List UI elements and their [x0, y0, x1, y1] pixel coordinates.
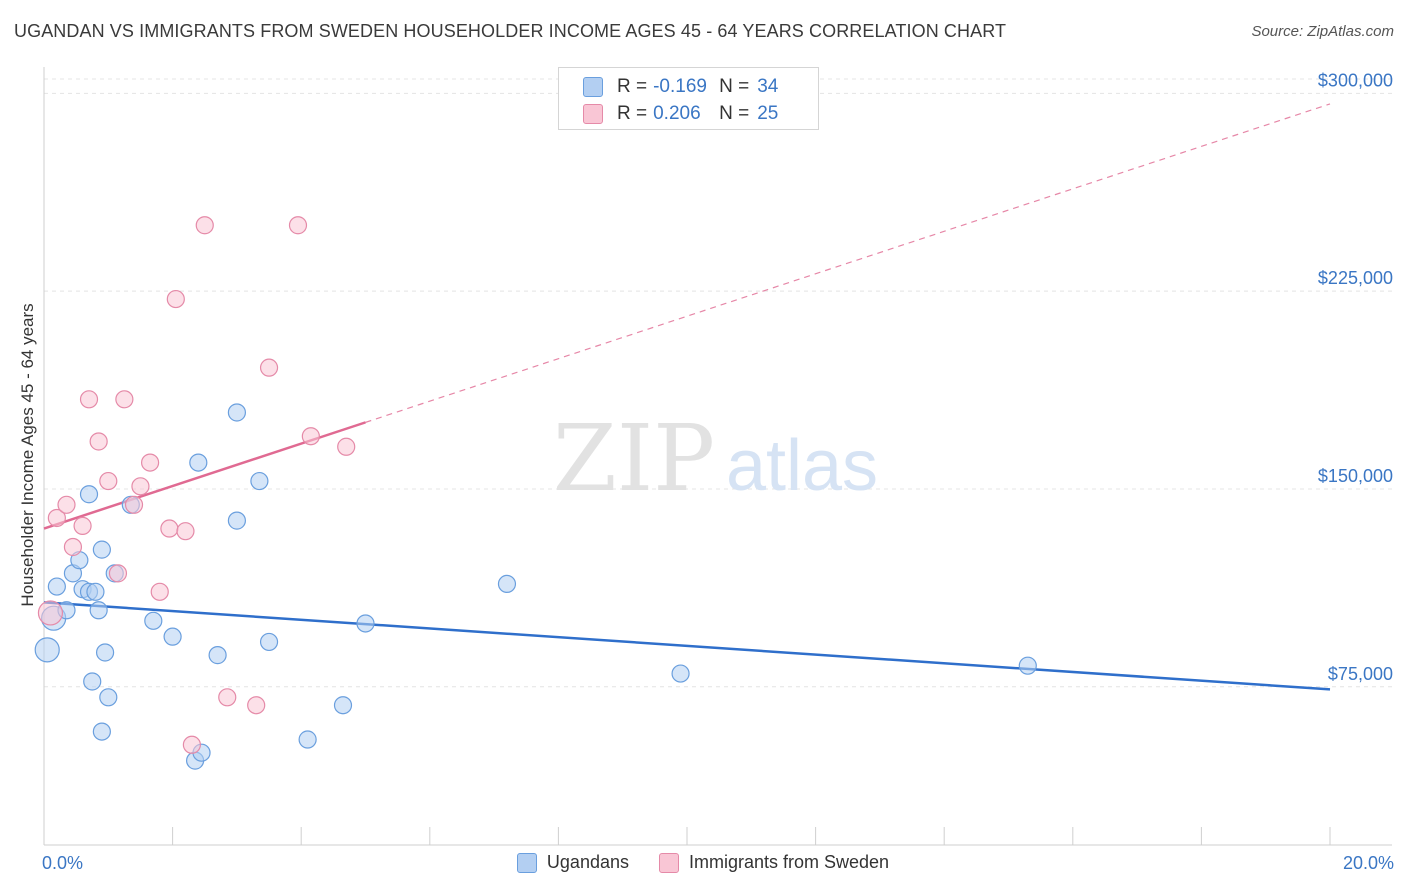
- data-point-sweden: [288, 216, 308, 235]
- data-point-sweden: [115, 390, 134, 409]
- y-tick-label: $300,000: [1318, 70, 1393, 90]
- data-point-sweden: [247, 696, 266, 715]
- legend-n-label: N =: [719, 103, 750, 124]
- data-point-sweden: [73, 516, 92, 535]
- data-point-ugandans: [95, 643, 115, 662]
- axes: [43, 67, 1392, 846]
- data-point-ugandans: [79, 485, 99, 504]
- data-point-ugandans: [259, 632, 279, 652]
- data-point-ugandans: [250, 471, 269, 491]
- data-point-ugandans: [89, 601, 108, 620]
- data-point-ugandans: [356, 614, 375, 633]
- legend-r-label: R =: [617, 103, 648, 124]
- series-label-sweden: Immigrants from Sweden: [689, 852, 890, 872]
- data-point-ugandans: [208, 646, 227, 665]
- legend-r-value: 0.206: [653, 103, 701, 124]
- y-tick-label: $225,000: [1318, 268, 1393, 288]
- data-point-sweden: [160, 519, 179, 538]
- watermark-atlas: atlas: [726, 426, 878, 506]
- data-point-ugandans: [34, 637, 60, 663]
- data-point-ugandans: [83, 672, 102, 691]
- data-point-ugandans: [92, 540, 111, 559]
- y-tick-label: $75,000: [1328, 664, 1393, 684]
- data-point-ugandans: [1018, 656, 1037, 675]
- series-legend-ugandans[interactable]: Ugandans: [516, 852, 629, 873]
- data-point-ugandans: [671, 664, 690, 683]
- data-point-ugandans: [144, 611, 163, 630]
- series-legend-sweden[interactable]: Immigrants from Sweden: [659, 852, 889, 873]
- trend-lines: [43, 103, 1331, 691]
- data-point-sweden: [89, 432, 108, 451]
- watermark-zip: ZIP: [553, 405, 715, 512]
- grid: [44, 78, 1392, 688]
- data-point-sweden: [337, 437, 356, 456]
- legend-n-label: N =: [719, 76, 750, 97]
- data-point-sweden: [108, 564, 128, 583]
- x-tick-label-max: 20.0%: [1342, 853, 1394, 873]
- data-point-sweden: [37, 600, 64, 626]
- data-point-sweden: [176, 522, 195, 541]
- series-legend: Ugandans Immigrants from Sweden: [0, 852, 1406, 873]
- trend-line-ugandans: [43, 601, 1331, 691]
- x-tick-label-min: 0.0%: [42, 853, 84, 873]
- legend-n-value: 34: [757, 76, 779, 97]
- series-label-ugandans: Ugandans: [546, 852, 629, 872]
- data-point-sweden: [47, 508, 66, 528]
- data-point-sweden: [57, 495, 76, 514]
- legend-row-sweden: R = 0.206 N = 25: [583, 102, 778, 126]
- legend-r-value: -0.169: [653, 76, 707, 97]
- data-point-sweden: [79, 390, 99, 409]
- trend-line-extension-sweden: [365, 103, 1331, 423]
- legend-r-label: R =: [617, 76, 648, 97]
- data-point-sweden: [150, 582, 169, 601]
- data-point-sweden: [124, 495, 144, 514]
- data-point-ugandans: [227, 511, 246, 530]
- data-point-sweden: [182, 735, 201, 754]
- data-point-sweden: [131, 477, 150, 496]
- legend-swatch-ugandans: [583, 77, 603, 97]
- data-point-ugandans: [86, 582, 105, 601]
- data-point-ugandans: [163, 627, 182, 646]
- correlation-legend: R = -0.169 N = 34 R = 0.206 N = 25: [558, 67, 819, 130]
- data-point-sweden: [218, 688, 237, 707]
- data-point-ugandans: [333, 696, 353, 715]
- legend-row-ugandans: R = -0.169 N = 34: [583, 75, 778, 99]
- data-point-ugandans: [47, 577, 66, 596]
- chart-title: UGANDAN VS IMMIGRANTS FROM SWEDEN HOUSEH…: [14, 21, 1007, 41]
- data-point-sweden: [99, 471, 118, 491]
- data-point-ugandans: [497, 574, 517, 594]
- watermark: ZIP atlas: [553, 405, 878, 512]
- data-point-sweden: [140, 453, 160, 472]
- source-credit: Source: ZipAtlas.com: [1251, 23, 1394, 40]
- data-point-sweden: [166, 289, 185, 309]
- data-point-sweden: [259, 358, 279, 377]
- series-swatch-ugandans: [516, 852, 537, 873]
- legend-swatch-sweden: [583, 104, 603, 124]
- data-points: [34, 216, 1037, 770]
- data-point-ugandans: [298, 730, 317, 749]
- legend-n-value: 25: [757, 103, 779, 124]
- data-point-sweden: [195, 216, 214, 235]
- data-point-ugandans: [189, 453, 208, 472]
- data-point-ugandans: [227, 403, 246, 422]
- data-point-ugandans: [92, 722, 111, 741]
- data-point-sweden: [301, 427, 320, 446]
- y-tick-labels: $75,000 $150,000 $225,000 $300,000: [1318, 70, 1393, 683]
- y-tick-label: $150,000: [1318, 466, 1393, 486]
- series-swatch-sweden: [659, 852, 679, 873]
- data-point-ugandans: [99, 688, 118, 707]
- data-point-sweden: [63, 537, 83, 557]
